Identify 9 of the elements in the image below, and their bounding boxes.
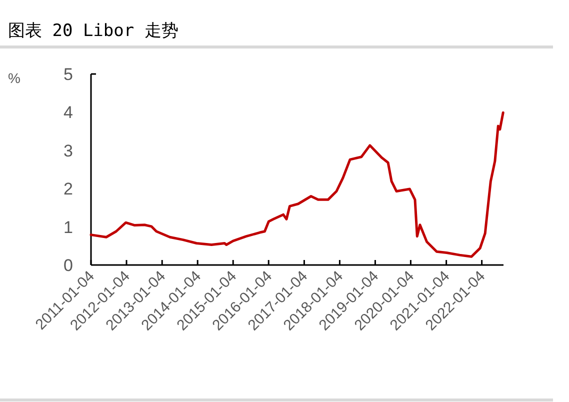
y-tick-label: 1 [64,218,73,237]
y-tick-label: 5 [64,65,73,84]
y-axis-title: % [8,70,20,86]
chart-title: 图表 20 Libor 走势 [8,21,178,41]
line-series [90,111,504,258]
y-tick-label: 3 [64,141,73,160]
y-tick-label: 2 [64,180,73,199]
y-tick-label: 4 [64,103,73,122]
y-tick-label: 0 [64,256,73,275]
